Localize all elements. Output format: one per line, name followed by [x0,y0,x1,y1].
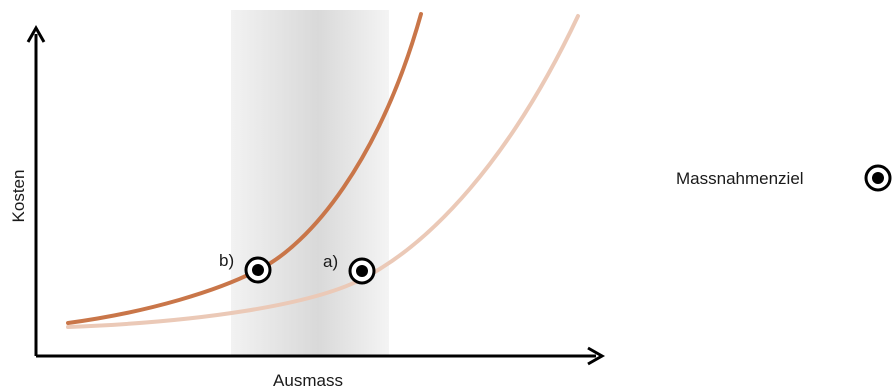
legend-target-icon [864,164,892,192]
target-marker-a [348,257,376,285]
point-label-a: a) [323,252,338,271]
y-axis-label: Kosten [9,170,28,223]
target-marker-b [244,256,272,284]
legend-label: Massnahmenziel [676,169,804,188]
point-label-b: b) [219,251,234,270]
x-axis-arrowhead [587,346,606,366]
legend: Massnahmenziel [676,164,892,192]
x-axis-label: Ausmass [273,371,343,390]
axes [26,24,606,366]
y-axis-arrowhead [26,24,46,43]
target-range-band [231,10,389,357]
